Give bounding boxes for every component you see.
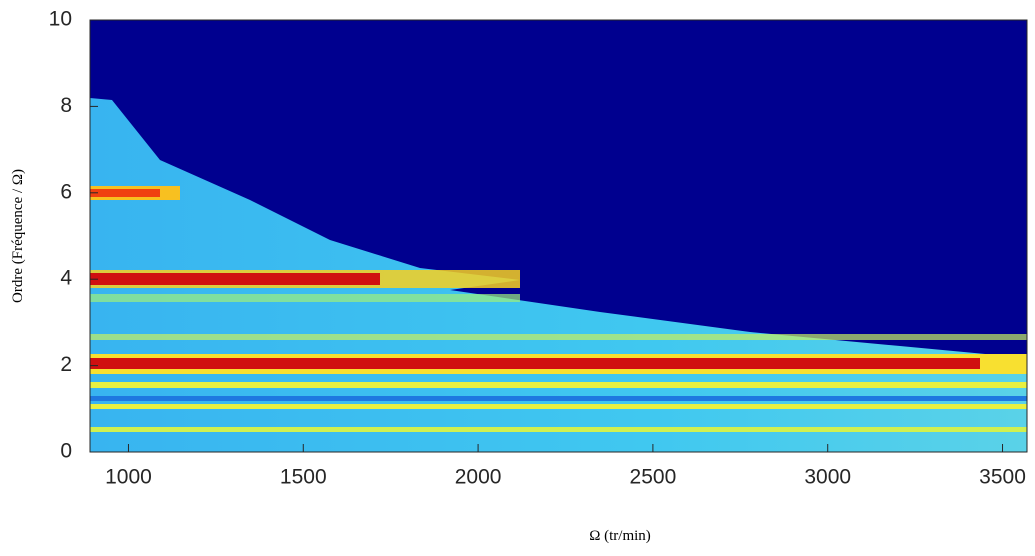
y-tick-label: 0 bbox=[60, 440, 72, 463]
heatmap bbox=[90, 20, 1027, 452]
y-tick-label: 4 bbox=[60, 267, 72, 290]
y-tick-label: 8 bbox=[60, 94, 72, 117]
x-tick-label: 1500 bbox=[280, 466, 327, 489]
x-tick-label: 1000 bbox=[105, 466, 152, 489]
heatmap-band bbox=[90, 189, 160, 197]
heatmap-band bbox=[90, 404, 1027, 409]
y-tick-label: 6 bbox=[60, 180, 72, 203]
x-axis-label: Ω (tr/min) bbox=[589, 528, 651, 544]
y-tick-label: 10 bbox=[49, 8, 72, 31]
x-tick-label: 3000 bbox=[804, 466, 851, 489]
heatmap-band bbox=[90, 294, 520, 302]
plot-frame bbox=[89, 19, 1028, 453]
heatmap-band bbox=[90, 427, 1027, 432]
heatmap-band bbox=[90, 273, 380, 285]
heatmap-band bbox=[90, 396, 1027, 401]
heatmap-band bbox=[90, 334, 1027, 340]
heatmap-band bbox=[90, 358, 980, 369]
y-axis-label: Ordre (Fréquence / Ω) bbox=[10, 169, 26, 303]
x-tick-label: 3500 bbox=[979, 466, 1026, 489]
x-tick-label: 2500 bbox=[630, 466, 677, 489]
x-tick-label: 2000 bbox=[455, 466, 502, 489]
heatmap-band bbox=[90, 382, 1027, 388]
y-tick-label: 2 bbox=[60, 353, 72, 376]
